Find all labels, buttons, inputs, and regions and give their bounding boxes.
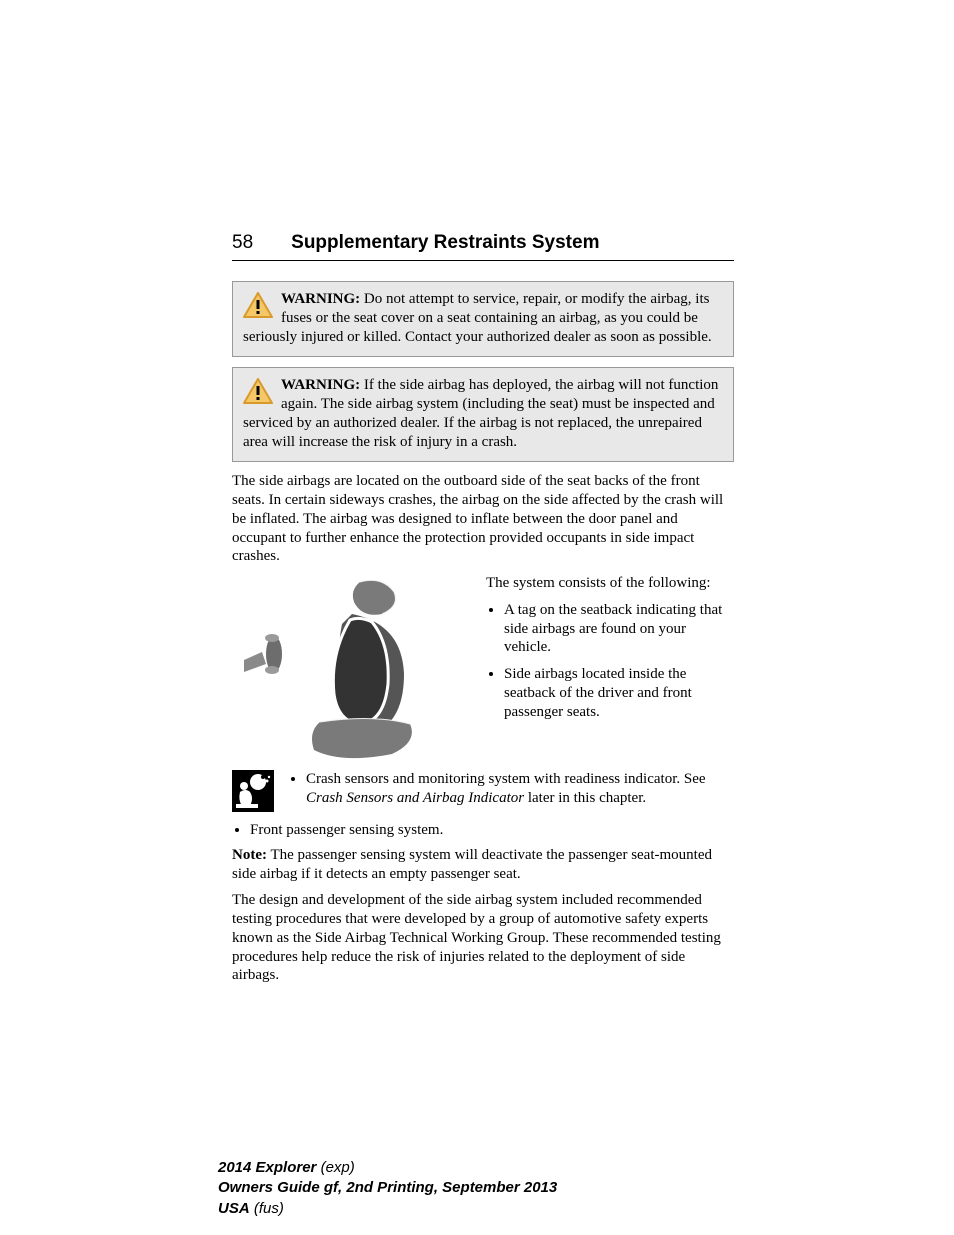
warning-box-2: WARNING: If the side airbag has deployed… — [232, 367, 734, 462]
design-paragraph: The design and development of the side a… — [232, 891, 734, 985]
footer-region: USA — [218, 1200, 250, 1217]
page-number: 58 — [232, 232, 253, 254]
page-header: 58 Supplementary Restraints System — [232, 232, 734, 261]
system-list-column: The system consists of the following: A … — [486, 574, 734, 764]
warning-text: WARNING: Do not attempt to service, repa… — [243, 291, 712, 345]
warning-label: WARNING: — [281, 291, 360, 307]
system-intro: The system consists of the following: — [486, 574, 734, 593]
airbag-indicator-icon — [232, 770, 274, 817]
plain-bullet-list: Front passenger sensing system. — [232, 821, 734, 840]
illustration-section: The system consists of the following: A … — [232, 574, 734, 764]
bullet-post: later in this chapter. — [524, 790, 646, 806]
list-item: Front passenger sensing system. — [250, 821, 734, 840]
page-content: 58 Supplementary Restraints System WARNI… — [232, 232, 734, 993]
footer-region-code: (fus) — [250, 1200, 284, 1217]
note-paragraph: Note: The passenger sensing system will … — [232, 846, 734, 884]
page-title: Supplementary Restraints System — [291, 232, 599, 254]
warning-triangle-icon — [243, 378, 273, 410]
airbag-icon-text: Crash sensors and monitoring system with… — [288, 770, 734, 808]
note-text: The passenger sensing system will deacti… — [232, 847, 712, 882]
list-item: Crash sensors and monitoring system with… — [306, 770, 734, 808]
warning-box-1: WARNING: Do not attempt to service, repa… — [232, 281, 734, 357]
system-bullet-list: A tag on the seatback indicating that si… — [486, 601, 734, 722]
bullet-pre: Crash sensors and monitoring system with… — [306, 771, 706, 787]
note-label: Note: — [232, 847, 267, 863]
footer-line-2: Owners Guide gf, 2nd Printing, September… — [218, 1178, 557, 1198]
warning-text: WARNING: If the side airbag has deployed… — [243, 377, 718, 449]
page-footer: 2014 Explorer (exp) Owners Guide gf, 2nd… — [218, 1158, 557, 1219]
footer-line-1: 2014 Explorer (exp) — [218, 1158, 557, 1178]
airbag-icon-row: Crash sensors and monitoring system with… — [232, 770, 734, 817]
bullet-italic: Crash Sensors and Airbag Indicator — [306, 790, 524, 806]
footer-code: (exp) — [316, 1159, 354, 1176]
footer-model: 2014 Explorer — [218, 1159, 316, 1176]
list-item: A tag on the seatback indicating that si… — [504, 601, 734, 657]
list-item: Side airbags located inside the seatback… — [504, 665, 734, 721]
warning-label: WARNING: — [281, 377, 360, 393]
warning-triangle-icon — [243, 292, 273, 324]
intro-paragraph: The side airbags are located on the outb… — [232, 472, 734, 566]
footer-line-3: USA (fus) — [218, 1199, 557, 1219]
seat-airbag-illustration — [232, 574, 472, 764]
